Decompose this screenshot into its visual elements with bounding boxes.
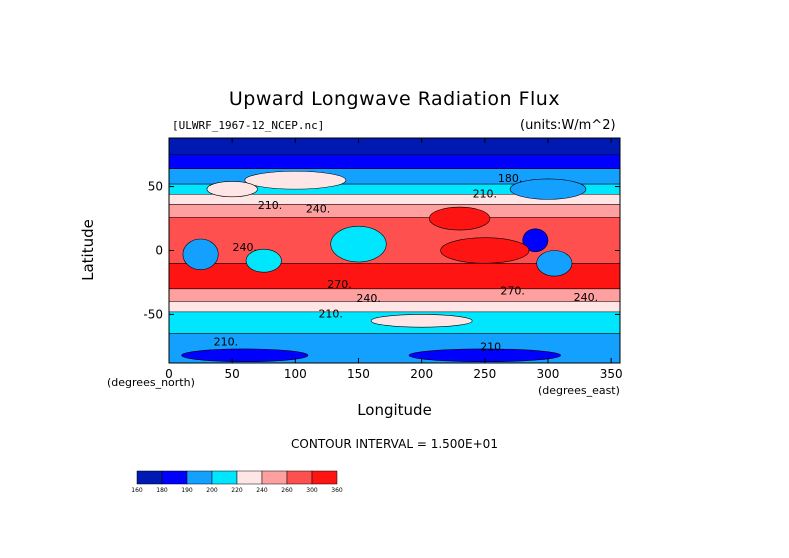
colorbar-label-7: 300 <box>306 487 318 494</box>
colorbar-label-0: 160 <box>131 487 143 494</box>
band-8 <box>169 288 620 302</box>
x-tick-label-1: 50 <box>225 367 240 381</box>
units-label: (units:W/m^2) <box>520 118 616 133</box>
colorbar-label-5: 240 <box>256 487 268 494</box>
contour-interval: CONTOUR INTERVAL = 1.500E+01 <box>291 437 498 451</box>
contour-label-0: 180. <box>498 172 523 185</box>
colorbar-label-8: 360 <box>331 487 343 494</box>
band-4 <box>169 194 620 205</box>
band-0 <box>169 138 620 155</box>
contour-label-7: 270. <box>500 284 525 297</box>
colorbar-swatch-2 <box>186 470 213 485</box>
contour-label-6: 240. <box>356 292 381 305</box>
colorbar-swatch-5 <box>261 470 288 485</box>
band-5 <box>169 204 620 218</box>
colorbar-swatch-4 <box>236 470 263 485</box>
x-tick-label-0: 0 <box>165 367 173 381</box>
colorbar-label-3: 200 <box>206 487 218 494</box>
file-label: [ULWRF_1967-12_NCEP.nc] <box>172 119 325 132</box>
patch-11 <box>181 348 309 363</box>
x-axis-label: Longitude <box>357 401 432 419</box>
colorbar-swatch-3 <box>211 470 238 485</box>
y-tick-label-2: -50 <box>143 307 163 321</box>
contour-label-11: 210. <box>480 341 505 354</box>
patch-10 <box>370 314 473 328</box>
axis-ticks: 0 50 100 150 200 250 300 350 50 0 -50 <box>143 138 623 381</box>
patch-5 <box>428 206 491 231</box>
patch-2 <box>245 248 282 273</box>
colorbar-swatch-6 <box>286 470 313 485</box>
heatmap-fill <box>169 138 620 363</box>
patch-1 <box>182 238 219 270</box>
patch-7 <box>244 170 347 190</box>
contour-label-10: 210. <box>214 336 239 349</box>
colorbar: 160 180 190 200 220 240 260 300 360 <box>131 470 343 494</box>
contour-label-9: 210. <box>318 307 343 320</box>
y-unit-label: (degrees_north) <box>107 376 195 389</box>
contour-label-3: 210. <box>258 199 283 212</box>
patch-8 <box>206 181 258 198</box>
x-unit-label: (degrees_east) <box>538 384 620 397</box>
colorbar-swatch-0 <box>136 470 163 485</box>
band-3 <box>169 184 620 195</box>
colorbar-label-4: 220 <box>231 487 243 494</box>
contour-label-2: 240. <box>306 203 331 216</box>
colorbar-swatch-1 <box>161 470 188 485</box>
chart-title: Upward Longwave Radiation Flux <box>228 88 561 110</box>
colorbar-label-1: 180 <box>156 487 168 494</box>
contour-label-5: 270. <box>327 278 352 291</box>
y-tick-label-1: 0 <box>155 244 163 258</box>
contour-label-4: 240. <box>233 241 258 254</box>
colorbar-label-6: 260 <box>281 487 293 494</box>
patch-6 <box>440 237 530 264</box>
patch-4 <box>536 250 573 277</box>
x-tick-label-3: 150 <box>347 367 370 381</box>
patch-0 <box>330 225 387 263</box>
patch-9 <box>509 178 587 200</box>
y-tick-label-0: 50 <box>148 180 163 194</box>
x-tick-label-4: 200 <box>410 367 433 381</box>
contour-labels: 180.210.240.210.240.270.240.270. 240.210.… <box>214 172 599 354</box>
x-tick-label-6: 300 <box>537 367 560 381</box>
contour-label-1: 210. <box>473 187 498 200</box>
contour-label-8: 240. <box>574 291 599 304</box>
x-tick-label-2: 100 <box>284 367 307 381</box>
band-9 <box>169 301 620 312</box>
x-tick-label-7: 350 <box>600 367 623 381</box>
x-tick-label-5: 250 <box>473 367 496 381</box>
patch-3 <box>522 228 549 253</box>
colorbar-label-2: 190 <box>181 487 193 494</box>
band-1 <box>169 154 620 169</box>
colorbar-swatch-7 <box>311 470 338 485</box>
